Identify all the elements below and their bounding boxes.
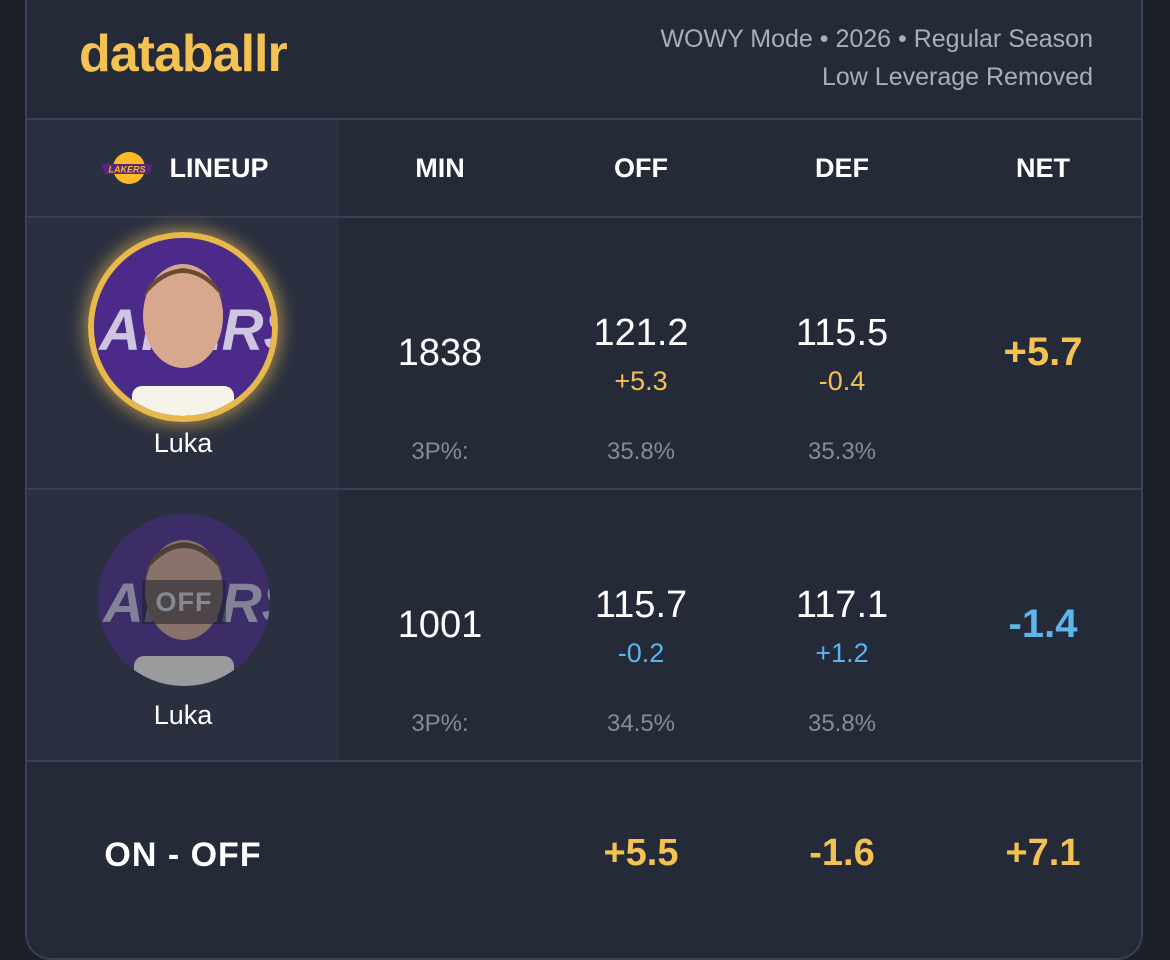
on-off-label: ON - OFF — [104, 836, 262, 874]
three-pt-def: 35.8% — [807, 710, 877, 737]
def-rating: 115.5 — [795, 312, 889, 354]
off-delta: -0.2 — [617, 638, 665, 668]
lineup-column-header: LAKERS LINEUP — [27, 120, 339, 216]
player-name: Luka — [153, 700, 213, 730]
player-avatar[interactable]: LAKERS — [88, 232, 278, 422]
three-pt-label: 3P%: — [411, 710, 469, 737]
lakers-logo-icon: LAKERS — [101, 152, 154, 184]
lineup-cell: LAKERS OFF Luka — [27, 490, 339, 760]
off-rating: 121.2 — [593, 312, 689, 354]
player-headshot-icon: LAKERS — [98, 514, 270, 686]
table-row-off: LAKERS OFF Luka 1001 115.7 -0.2 117.1 +1… — [27, 490, 1141, 762]
three-pt-label: 3P%: — [411, 438, 469, 465]
min-value: 1001 — [397, 604, 483, 646]
mode-line: WOWY Mode • 2026 • Regular Season — [660, 25, 1093, 53]
min-column-header[interactable]: MIN — [415, 153, 465, 183]
column-header-row: LAKERS LINEUP MIN OFF DEF NET — [27, 120, 1141, 218]
three-pt-def: 35.3% — [807, 438, 877, 465]
lineup-cell: LAKERS Luka — [27, 218, 339, 488]
three-pt-off: 35.8% — [606, 438, 676, 465]
lineup-header-label: LINEUP — [169, 152, 269, 183]
brand-logo[interactable]: databallr — [79, 25, 288, 83]
off-rating: 115.7 — [594, 584, 688, 626]
net-rating: +5.7 — [1003, 330, 1083, 374]
net-column-header[interactable]: NET — [1016, 153, 1070, 183]
def-column-header[interactable]: DEF — [815, 153, 869, 183]
def-delta: +1.2 — [815, 638, 869, 668]
min-value: 1838 — [397, 332, 483, 374]
on-off-def: -1.6 — [809, 832, 875, 874]
svg-text:LAKERS: LAKERS — [109, 165, 146, 175]
on-off-off: +5.5 — [603, 832, 679, 874]
def-delta: -0.4 — [818, 366, 866, 396]
wowy-card: databallr WOWY Mode • 2026 • Regular Sea… — [25, 0, 1143, 960]
card-header: databallr WOWY Mode • 2026 • Regular Sea… — [27, 0, 1141, 120]
table-row-on: LAKERS Luka 1838 121.2 +5.3 115.5 -0.4 +… — [27, 218, 1141, 490]
off-delta: +5.3 — [614, 366, 668, 396]
def-rating: 117.1 — [795, 584, 889, 626]
player-avatar[interactable]: LAKERS OFF — [98, 514, 270, 686]
off-status-badge: OFF — [142, 580, 226, 624]
summary-row: ON - OFF +5.5 -1.6 +7.1 — [27, 762, 1141, 952]
off-column-header[interactable]: OFF — [614, 153, 668, 183]
three-pt-off: 34.5% — [606, 710, 676, 737]
leverage-line: Low Leverage Removed — [822, 63, 1093, 91]
mode-info: WOWY Mode • 2026 • Regular Season Low Le… — [660, 20, 1093, 96]
player-name: Luka — [153, 428, 213, 458]
on-off-net: +7.1 — [1005, 832, 1081, 874]
net-rating: -1.4 — [1008, 602, 1078, 646]
player-headshot-icon: LAKERS — [94, 238, 272, 416]
